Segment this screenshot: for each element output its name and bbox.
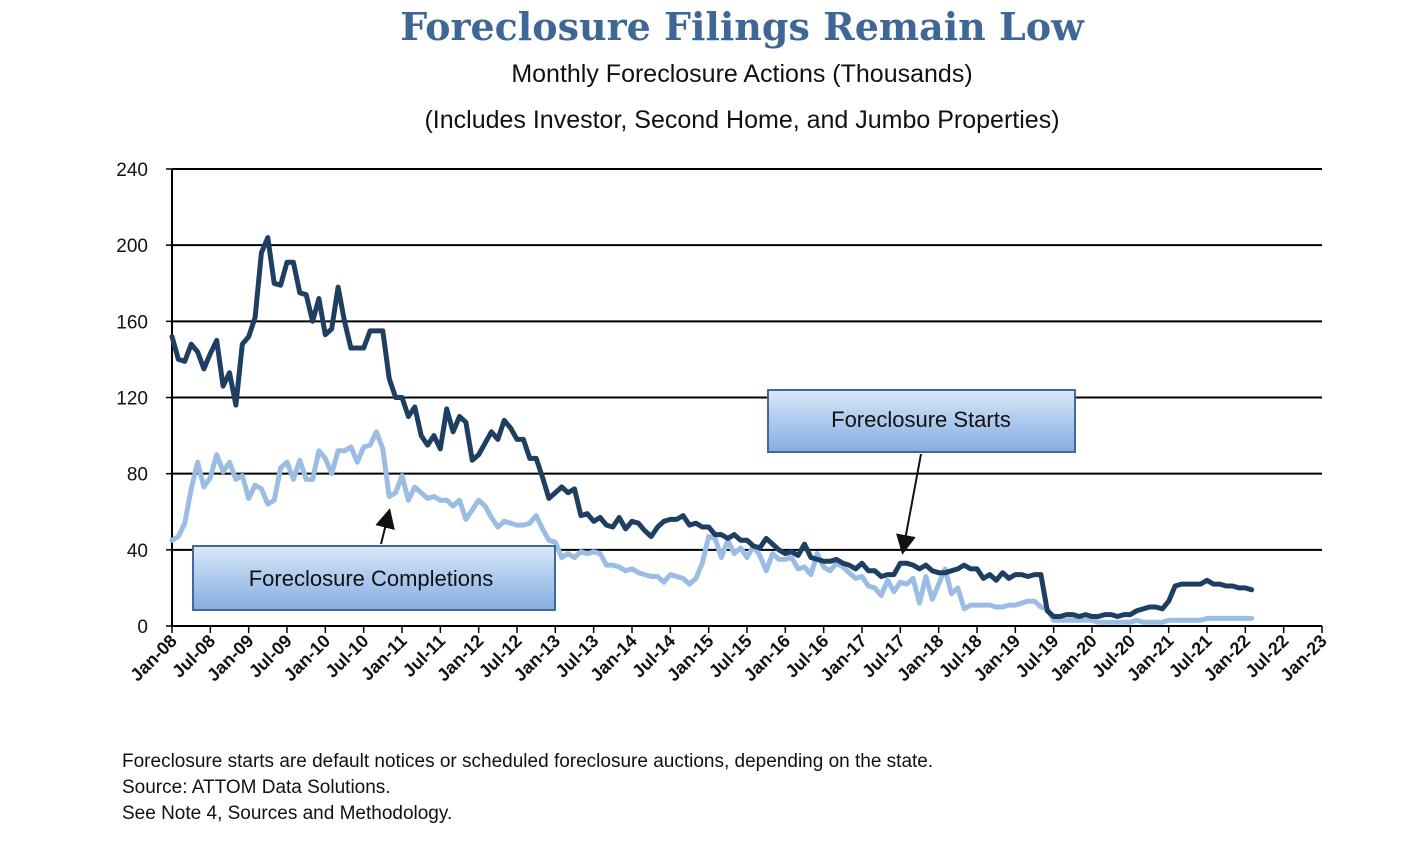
note-definition: Foreclosure starts are default notices o… — [122, 751, 934, 772]
y-tick-label: 40 — [127, 541, 148, 562]
chart-title: Foreclosure Filings Remain Low — [400, 4, 1084, 49]
starts-callout-arrow — [896, 453, 922, 555]
note-source: Source: ATTOM Data Solutions. — [122, 777, 391, 798]
y-tick-label: 120 — [116, 389, 148, 410]
y-tick-label: 160 — [116, 312, 148, 333]
foreclosure-starts-line — [169, 235, 1255, 619]
completions-callout-arrow — [375, 508, 395, 545]
chart-subtitle: Monthly Foreclosure Actions (Thousands) — [511, 60, 973, 88]
completions-callout-box — [192, 545, 556, 611]
y-tick-label: 0 — [137, 617, 148, 638]
x-tick-label: Jan-08 — [126, 631, 180, 685]
y-tick-label: 200 — [116, 236, 148, 257]
foreclosure-completions-line — [169, 429, 1255, 625]
starts-callout-box — [767, 389, 1076, 453]
chart-notes: Foreclosure starts are default notices o… — [122, 749, 933, 827]
note-methodology: See Note 4, Sources and Methodology. — [122, 803, 453, 824]
completions-callout-label: Foreclosure Completions — [249, 566, 494, 591]
y-tick-label: 240 — [116, 160, 148, 181]
chart-subtitle-note: (Includes Investor, Second Home, and Jum… — [424, 106, 1060, 134]
starts-callout-label: Foreclosure Starts — [831, 407, 1011, 432]
y-tick-label: 80 — [127, 465, 148, 486]
